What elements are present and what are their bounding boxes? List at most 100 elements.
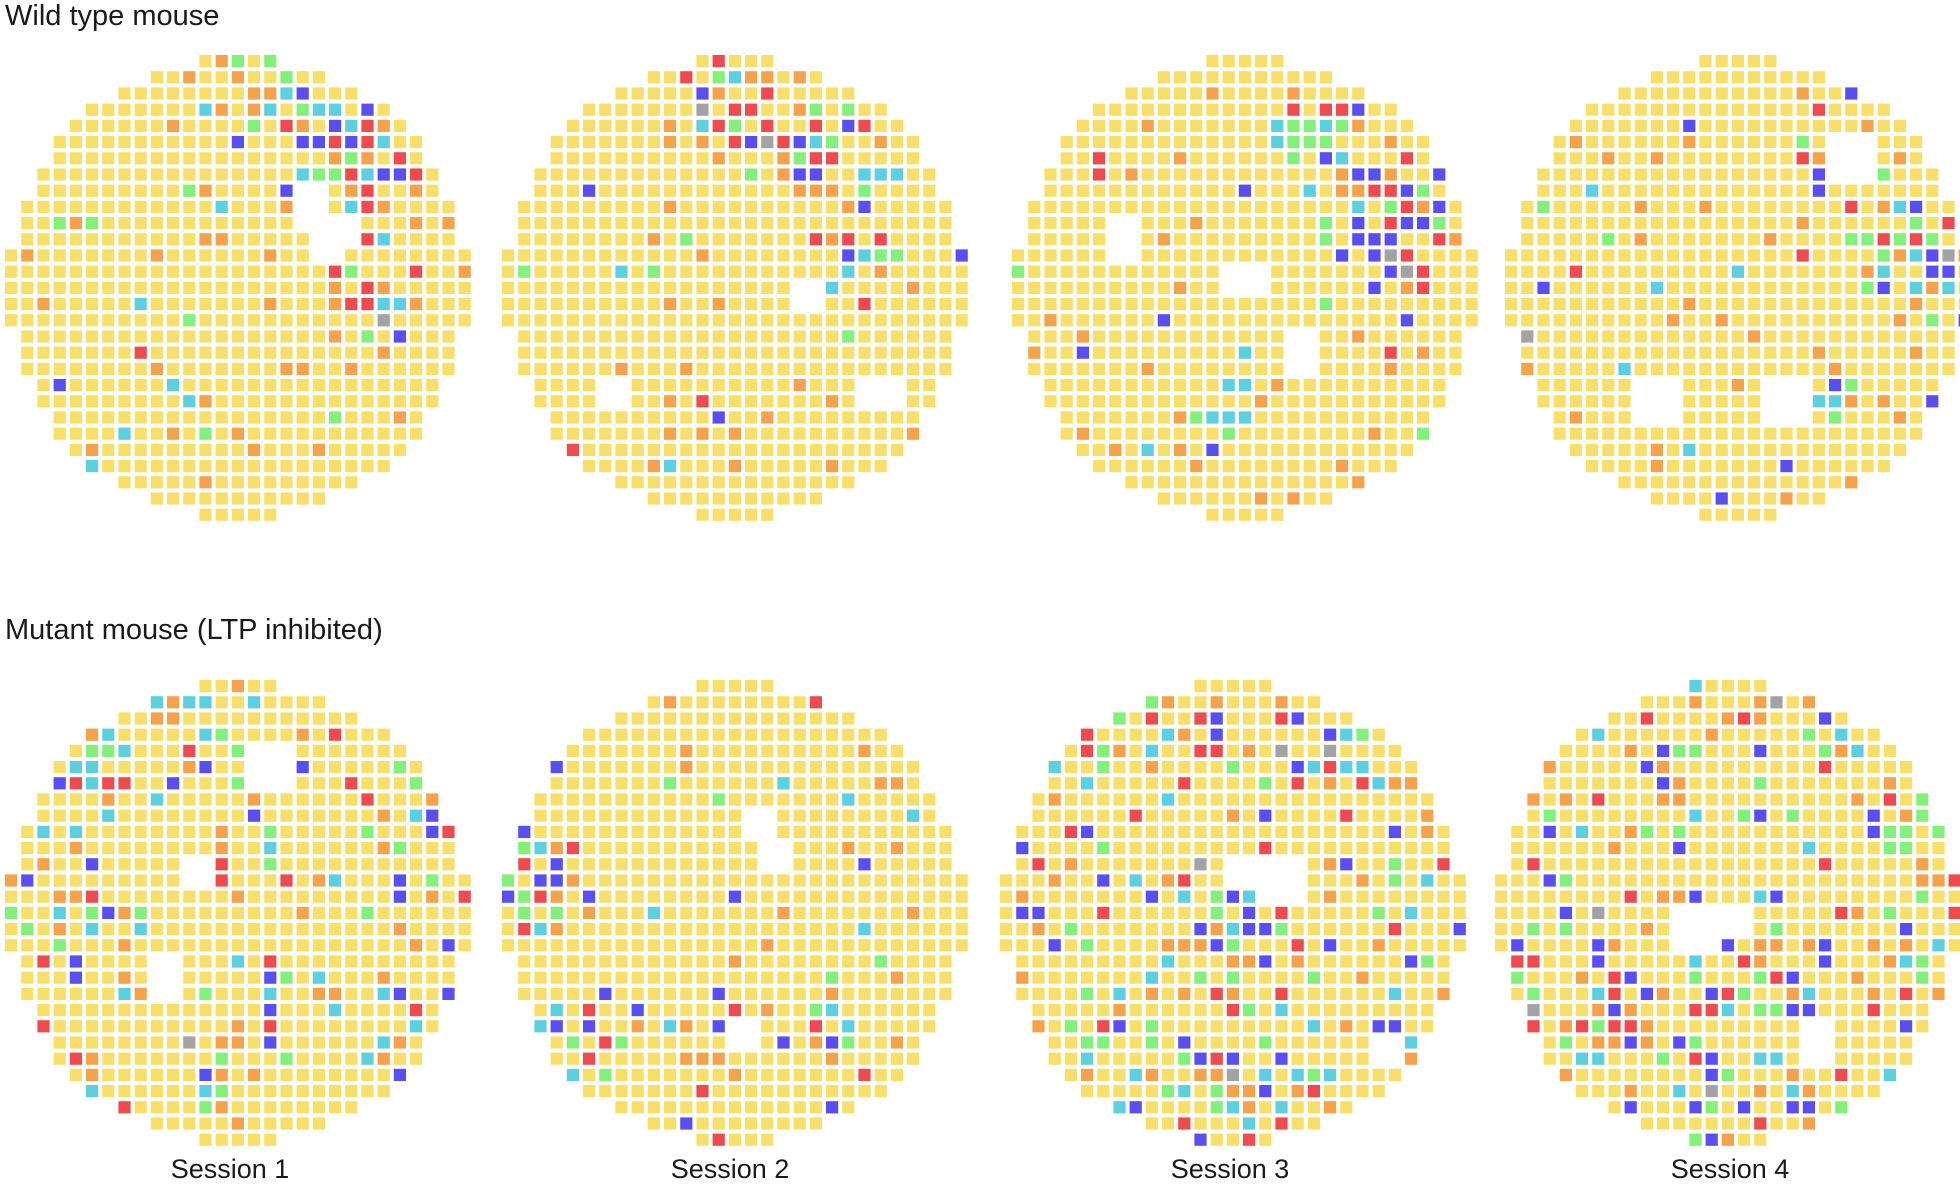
heatmap-cell [1093,314,1106,327]
heatmap-cell [1543,777,1556,790]
heatmap-cell [102,955,115,968]
heatmap-cell [1384,217,1397,230]
heatmap-cell [1738,825,1751,838]
heatmap-cell [907,395,920,408]
heatmap-cell [550,411,563,424]
heatmap-cell [583,858,596,871]
heatmap-cell [826,744,839,757]
heatmap-cell [1738,955,1751,968]
heatmap-cell [1851,842,1864,855]
heatmap-cell [458,298,471,311]
heatmap-cell [1932,890,1945,903]
heatmap-cell [793,152,806,165]
heatmap-cell [345,103,358,116]
heatmap-cell [377,249,390,262]
heatmap-cell [907,346,920,359]
heatmap-cell [664,1101,677,1114]
heatmap-cell [550,793,563,806]
heatmap-cell [761,119,774,132]
heatmap-cell [1129,906,1142,919]
heatmap-cell [858,1036,871,1049]
heatmap-cell [264,233,277,246]
heatmap-cell [1145,971,1158,984]
heatmap-cell [1157,71,1170,84]
heatmap-cell [1081,955,1094,968]
heatmap-cell [1259,680,1272,693]
heatmap-cell [442,217,455,230]
heatmap-cell [745,443,758,456]
heatmap-cell [599,152,612,165]
heatmap-cell [566,298,579,311]
heatmap-cell [1861,314,1874,327]
heatmap-cell [1093,460,1106,473]
heatmap-cell [183,249,196,262]
heatmap-cell [1657,858,1670,871]
heatmap-cell [1796,119,1809,132]
heatmap-cell [809,1068,822,1081]
heatmap-cell [102,939,115,952]
heatmap-cell [712,777,725,790]
heatmap-cell [712,744,725,757]
heatmap-cell [826,476,839,489]
heatmap-cell [664,1052,677,1065]
heatmap-cell [199,1020,212,1033]
heatmap-cell [329,184,342,197]
heatmap-cell [345,955,358,968]
heatmap-cell [615,987,628,1000]
heatmap-cell [134,152,147,165]
heatmap-cell [1731,460,1744,473]
heatmap-cell [777,460,790,473]
heatmap-cell [1093,265,1106,278]
heatmap-cell [1586,119,1599,132]
heatmap-cell [1125,362,1138,375]
heatmap-cell [134,971,147,984]
heatmap-cell [1388,1004,1401,1017]
heatmap-cell [296,971,309,984]
heatmap-cell [1141,476,1154,489]
heatmap-cell [1657,825,1670,838]
heatmap-cell [1141,136,1154,149]
heatmap-cell [1715,298,1728,311]
heatmap-cell [1194,1117,1207,1130]
heatmap-cell [377,955,390,968]
heatmap-cell [69,1020,82,1033]
heatmap-cell [1673,1068,1686,1081]
heatmap-cell [1553,136,1566,149]
heatmap-cell [696,1020,709,1033]
heatmap-cell [1417,136,1430,149]
heatmap-cell [53,346,66,359]
heatmap-cell [69,987,82,1000]
heatmap-cell [599,809,612,822]
heatmap-cell [599,184,612,197]
heatmap-cell [874,923,887,936]
heatmap-cell [518,939,531,952]
heatmap-cell [728,696,741,709]
heatmap-cell [426,379,439,392]
heatmap-cell [1291,955,1304,968]
heatmap-cell [377,330,390,343]
heatmap-cell [1754,761,1767,774]
heatmap-cell [1748,265,1761,278]
heatmap-cell [1586,136,1599,149]
heatmap-cell [1340,955,1353,968]
heatmap-cell [1384,184,1397,197]
heatmap-cell [1356,1004,1369,1017]
heatmap-cell [664,249,677,262]
heatmap-cell [312,744,325,757]
heatmap-cell [377,362,390,375]
heatmap-cell [631,744,644,757]
heatmap-cell [1356,890,1369,903]
heatmap-cell [1624,874,1637,887]
heatmap-cell [907,330,920,343]
heatmap-cell [199,395,212,408]
heatmap-cell [1586,281,1599,294]
heatmap-cell [907,411,920,424]
heatmap-cell [248,842,261,855]
heatmap-cell [1340,939,1353,952]
heatmap-cell [1097,987,1110,1000]
heatmap-cell [1796,492,1809,505]
heatmap-cell [296,346,309,359]
heatmap-cell [1449,233,1462,246]
heatmap-cell [777,1085,790,1098]
heatmap-cell [377,443,390,456]
